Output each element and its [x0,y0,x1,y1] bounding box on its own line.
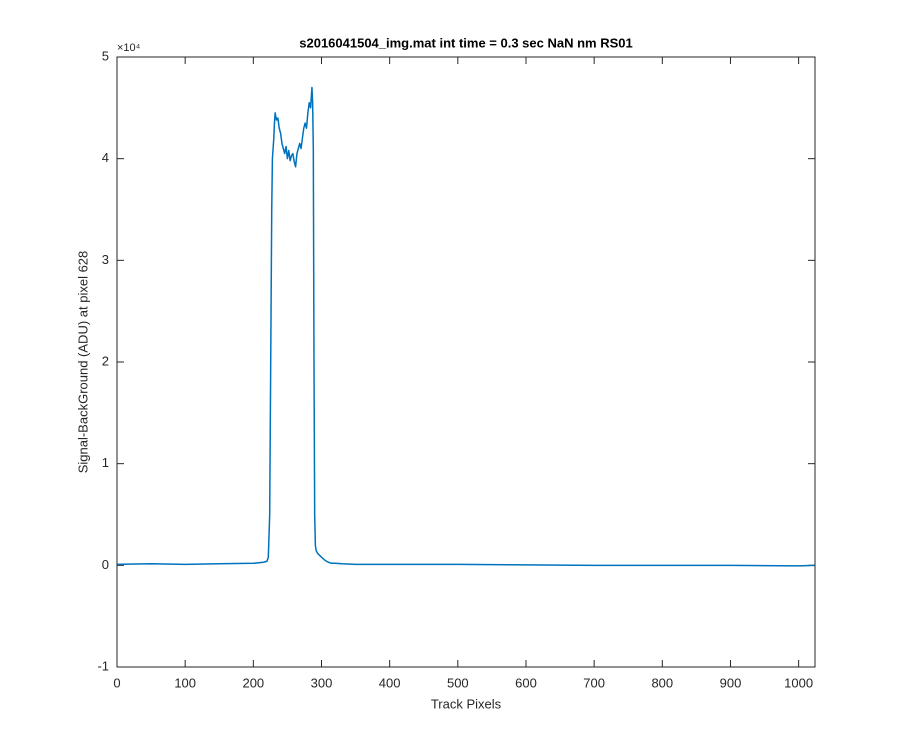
x-tick-label: 300 [311,675,333,690]
chart-title: s2016041504_img.mat int time = 0.3 sec N… [299,35,633,50]
y-exponent-label: ×10⁴ [117,42,141,54]
x-tick-label: 400 [379,675,401,690]
data-line [116,86,815,567]
x-axis-label: Track Pixels [431,696,502,711]
y-tick-label: 2 [102,353,109,368]
x-tick-label: 1000 [784,675,813,690]
x-tick-label: 800 [651,675,673,690]
axes-box [116,56,816,668]
y-tick-label: -1 [97,658,109,673]
y-axis-label: Signal-BackGround (ADU) at pixel 628 [75,251,90,474]
x-tick-label: 100 [174,675,196,690]
x-tick-label: 700 [583,675,605,690]
y-tick-label: 1 [102,455,109,470]
x-tick-label: 200 [242,675,264,690]
x-tick-label: 0 [113,675,120,690]
x-tick-label: 900 [720,675,742,690]
y-tick-label: 0 [102,557,109,572]
y-tick-label: 4 [102,150,109,165]
y-tick-label: 3 [102,252,109,267]
plot-area [117,57,815,667]
y-tick-label: 5 [102,48,109,63]
x-tick-label: 500 [447,675,469,690]
x-tick-label: 600 [515,675,537,690]
